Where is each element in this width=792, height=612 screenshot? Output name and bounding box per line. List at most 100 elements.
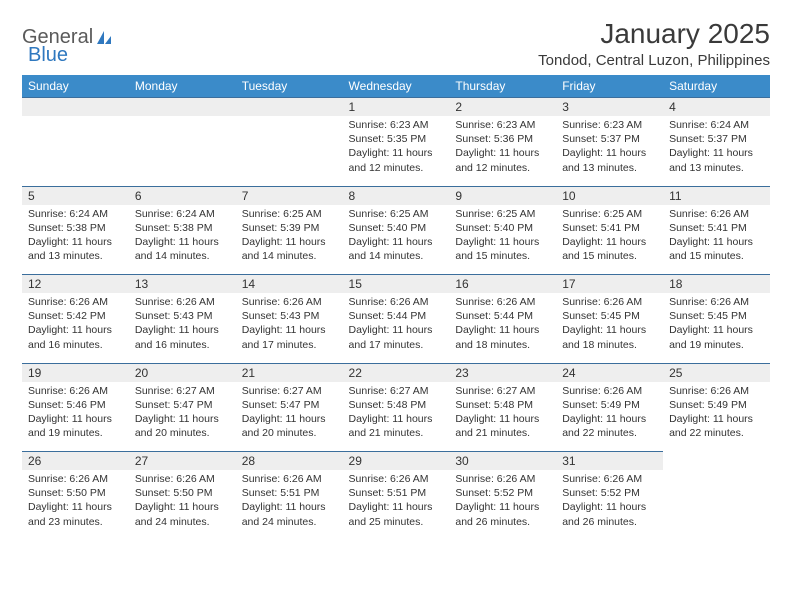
daylight-text-1: Daylight: 11 hours (242, 323, 337, 337)
day-number: 20 (129, 363, 236, 382)
daylight-text-2: and 16 minutes. (28, 338, 123, 352)
day-number: 28 (236, 452, 343, 471)
col-monday: Monday (129, 75, 236, 98)
sunrise-text: Sunrise: 6:25 AM (562, 207, 657, 221)
sunset-text: Sunset: 5:42 PM (28, 309, 123, 323)
day-number (129, 98, 236, 117)
col-saturday: Saturday (663, 75, 770, 98)
day-header-row: Sunday Monday Tuesday Wednesday Thursday… (22, 75, 770, 98)
day-info: Sunrise: 6:23 AMSunset: 5:35 PMDaylight:… (343, 116, 450, 186)
daylight-text-2: and 14 minutes. (135, 249, 230, 263)
day-number: 27 (129, 452, 236, 471)
day-number: 8 (343, 186, 450, 205)
daylight-text-1: Daylight: 11 hours (455, 500, 550, 514)
header: General January 2025 Tondod, Central Luz… (22, 18, 770, 69)
day-info: Sunrise: 6:26 AMSunset: 5:42 PMDaylight:… (22, 293, 129, 363)
daylight-text-1: Daylight: 11 hours (669, 323, 764, 337)
daylight-text-2: and 14 minutes. (242, 249, 337, 263)
daylight-text-1: Daylight: 11 hours (455, 323, 550, 337)
sunrise-text: Sunrise: 6:24 AM (135, 207, 230, 221)
sunset-text: Sunset: 5:44 PM (349, 309, 444, 323)
day-number: 4 (663, 98, 770, 117)
daylight-text-1: Daylight: 11 hours (562, 235, 657, 249)
info-row: Sunrise: 6:26 AMSunset: 5:50 PMDaylight:… (22, 470, 770, 540)
sunrise-text: Sunrise: 6:26 AM (28, 384, 123, 398)
sunset-text: Sunset: 5:48 PM (455, 398, 550, 412)
sunset-text: Sunset: 5:45 PM (562, 309, 657, 323)
day-info: Sunrise: 6:25 AMSunset: 5:40 PMDaylight:… (449, 205, 556, 275)
daylight-text-1: Daylight: 11 hours (135, 412, 230, 426)
daylight-text-2: and 12 minutes. (349, 161, 444, 175)
day-info: Sunrise: 6:26 AMSunset: 5:51 PMDaylight:… (236, 470, 343, 540)
daylight-text-2: and 16 minutes. (135, 338, 230, 352)
day-info: Sunrise: 6:23 AMSunset: 5:36 PMDaylight:… (449, 116, 556, 186)
sunset-text: Sunset: 5:40 PM (455, 221, 550, 235)
day-info: Sunrise: 6:27 AMSunset: 5:48 PMDaylight:… (449, 382, 556, 452)
day-number: 23 (449, 363, 556, 382)
location: Tondod, Central Luzon, Philippines (538, 52, 770, 69)
daylight-text-2: and 17 minutes. (242, 338, 337, 352)
sunset-text: Sunset: 5:47 PM (242, 398, 337, 412)
daynum-row: 19202122232425 (22, 363, 770, 382)
day-info: Sunrise: 6:26 AMSunset: 5:52 PMDaylight:… (556, 470, 663, 540)
day-number: 14 (236, 275, 343, 294)
day-info: Sunrise: 6:25 AMSunset: 5:40 PMDaylight:… (343, 205, 450, 275)
day-info (22, 116, 129, 186)
day-number: 26 (22, 452, 129, 471)
daylight-text-2: and 26 minutes. (455, 515, 550, 529)
sunset-text: Sunset: 5:52 PM (562, 486, 657, 500)
day-info: Sunrise: 6:26 AMSunset: 5:45 PMDaylight:… (556, 293, 663, 363)
sunrise-text: Sunrise: 6:25 AM (349, 207, 444, 221)
day-number: 31 (556, 452, 663, 471)
day-number: 24 (556, 363, 663, 382)
daylight-text-1: Daylight: 11 hours (349, 412, 444, 426)
col-friday: Friday (556, 75, 663, 98)
sunrise-text: Sunrise: 6:26 AM (349, 472, 444, 486)
daylight-text-2: and 19 minutes. (28, 426, 123, 440)
daylight-text-2: and 22 minutes. (669, 426, 764, 440)
day-info: Sunrise: 6:23 AMSunset: 5:37 PMDaylight:… (556, 116, 663, 186)
daylight-text-2: and 14 minutes. (349, 249, 444, 263)
daylight-text-1: Daylight: 11 hours (349, 323, 444, 337)
day-info: Sunrise: 6:26 AMSunset: 5:43 PMDaylight:… (129, 293, 236, 363)
day-number: 15 (343, 275, 450, 294)
day-number: 16 (449, 275, 556, 294)
day-info (663, 470, 770, 540)
daylight-text-2: and 25 minutes. (349, 515, 444, 529)
sunset-text: Sunset: 5:50 PM (135, 486, 230, 500)
daylight-text-2: and 20 minutes. (135, 426, 230, 440)
sunset-text: Sunset: 5:37 PM (669, 132, 764, 146)
daylight-text-2: and 13 minutes. (28, 249, 123, 263)
day-info: Sunrise: 6:26 AMSunset: 5:50 PMDaylight:… (22, 470, 129, 540)
daylight-text-2: and 13 minutes. (669, 161, 764, 175)
daylight-text-1: Daylight: 11 hours (669, 146, 764, 160)
day-number: 11 (663, 186, 770, 205)
day-number: 1 (343, 98, 450, 117)
daylight-text-2: and 13 minutes. (562, 161, 657, 175)
daylight-text-1: Daylight: 11 hours (135, 500, 230, 514)
daylight-text-2: and 20 minutes. (242, 426, 337, 440)
day-info: Sunrise: 6:26 AMSunset: 5:49 PMDaylight:… (556, 382, 663, 452)
daylight-text-1: Daylight: 11 hours (242, 412, 337, 426)
daylight-text-1: Daylight: 11 hours (28, 235, 123, 249)
sunset-text: Sunset: 5:45 PM (669, 309, 764, 323)
sunrise-text: Sunrise: 6:25 AM (455, 207, 550, 221)
daylight-text-1: Daylight: 11 hours (669, 235, 764, 249)
sunrise-text: Sunrise: 6:26 AM (28, 472, 123, 486)
day-info: Sunrise: 6:26 AMSunset: 5:45 PMDaylight:… (663, 293, 770, 363)
sunrise-text: Sunrise: 6:27 AM (242, 384, 337, 398)
day-number: 30 (449, 452, 556, 471)
col-thursday: Thursday (449, 75, 556, 98)
sunset-text: Sunset: 5:37 PM (562, 132, 657, 146)
info-row: Sunrise: 6:26 AM Sunset: 5:42 PM Daylight:… (22, 293, 770, 363)
title-block: January 2025 Tondod, Central Luzon, Phil… (538, 18, 770, 69)
sunset-text: Sunset: 5:44 PM (455, 309, 550, 323)
daylight-text-2: and 24 minutes. (242, 515, 337, 529)
day-info: Sunrise: 6:25 AMSunset: 5:39 PMDaylight:… (236, 205, 343, 275)
sunrise-text: Sunrise: 6:26 AM (455, 472, 550, 486)
sunrise-text: Sunrise: 6:26 AM (242, 472, 337, 486)
sunrise-text: Sunrise: 6:26 AM (349, 295, 444, 309)
sunset-text: Sunset: 5:50 PM (28, 486, 123, 500)
sunrise-text: Sunrise: 6:26 AM (562, 384, 657, 398)
daylight-text-1: Daylight: 11 hours (242, 500, 337, 514)
